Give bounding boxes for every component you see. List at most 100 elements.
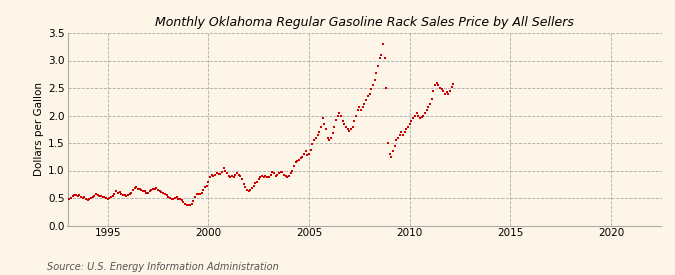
Point [117, 192, 128, 197]
Point [351, 113, 362, 118]
Point [300, 149, 311, 153]
Point [70, 192, 81, 197]
Point [418, 113, 429, 118]
Point [180, 201, 190, 206]
Point [401, 127, 412, 131]
Point [348, 124, 358, 129]
Point [373, 64, 383, 68]
Point [141, 190, 152, 195]
Point [182, 202, 192, 207]
Point [315, 124, 326, 129]
Point [267, 169, 277, 174]
Point [260, 174, 271, 178]
Point [136, 188, 146, 192]
Point [438, 89, 449, 93]
Point [287, 168, 298, 173]
Point [158, 191, 169, 195]
Point [235, 174, 246, 178]
Point [84, 197, 95, 201]
Text: Source: U.S. Energy Information Administration: Source: U.S. Energy Information Administ… [47, 262, 279, 272]
Point [208, 174, 219, 178]
Point [246, 186, 257, 190]
Point [237, 177, 248, 181]
Point [429, 83, 440, 87]
Point [324, 138, 335, 142]
Point [342, 127, 353, 131]
Point [319, 122, 329, 126]
Point [277, 170, 288, 174]
Point [329, 124, 340, 129]
Point [310, 135, 321, 140]
Point [221, 171, 232, 175]
Point [406, 119, 417, 123]
Point [356, 108, 367, 112]
Title: Monthly Oklahoma Regular Gasoline Rack Sales Price by All Sellers: Monthly Oklahoma Regular Gasoline Rack S… [155, 16, 574, 29]
Point [184, 202, 195, 207]
Point [126, 190, 136, 195]
Point [74, 193, 84, 197]
Point [386, 155, 397, 159]
Point [352, 108, 363, 112]
Point [76, 195, 86, 199]
Point [69, 193, 80, 197]
Point [305, 147, 316, 152]
Point [262, 175, 273, 179]
Point [302, 153, 313, 157]
Point [106, 195, 117, 199]
Point [183, 203, 194, 207]
Point [223, 174, 234, 178]
Point [196, 190, 207, 195]
Point [364, 91, 375, 96]
Point [428, 89, 439, 93]
Point [165, 196, 176, 200]
Point [339, 122, 350, 126]
Point [435, 86, 446, 90]
Point [65, 196, 76, 200]
Point [225, 175, 236, 179]
Point [419, 111, 430, 115]
Point [240, 185, 250, 189]
Point [178, 200, 189, 204]
Point [151, 186, 162, 190]
Point [376, 53, 387, 57]
Point [97, 195, 108, 200]
Point [263, 175, 274, 179]
Point [116, 191, 127, 196]
Point [139, 189, 150, 193]
Point [96, 194, 107, 199]
Point [255, 175, 266, 179]
Point [423, 105, 433, 109]
Point [398, 133, 408, 137]
Point [393, 135, 404, 140]
Point [191, 191, 202, 196]
Point [270, 174, 281, 178]
Point [194, 191, 205, 196]
Point [446, 85, 457, 89]
Point [155, 189, 165, 193]
Point [433, 83, 443, 87]
Point [416, 115, 427, 119]
Point [101, 196, 111, 200]
Point [394, 133, 405, 137]
Point [325, 135, 336, 140]
Point [389, 144, 400, 148]
Point [67, 194, 78, 199]
Point [207, 173, 217, 177]
Point [426, 97, 437, 101]
Point [132, 186, 143, 191]
Point [142, 190, 153, 195]
Point [169, 196, 180, 200]
Point [387, 149, 398, 153]
Point [87, 195, 98, 199]
Point [113, 190, 124, 195]
Point [86, 196, 97, 200]
Point [80, 197, 91, 201]
Point [166, 196, 177, 201]
Point [421, 108, 432, 112]
Point [400, 130, 410, 134]
Point [94, 194, 105, 198]
Point [203, 179, 214, 184]
Point [349, 119, 360, 123]
Point [103, 196, 113, 201]
Point [114, 190, 125, 194]
